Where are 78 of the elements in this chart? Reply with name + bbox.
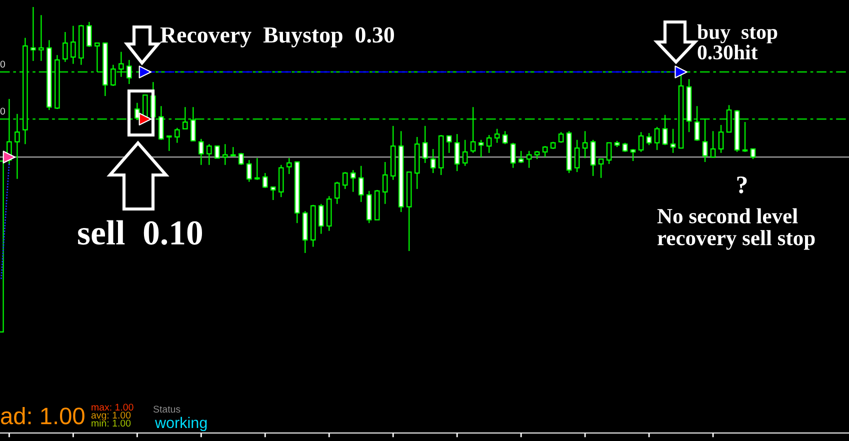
candlestick <box>750 148 756 160</box>
candlestick <box>118 51 124 78</box>
candlestick <box>558 132 564 144</box>
annotation: No second level recovery sell stop <box>657 208 815 250</box>
candlestick <box>430 148 436 174</box>
candlestick <box>30 6 36 62</box>
candlestick <box>622 142 628 152</box>
candlestick <box>126 59 132 85</box>
candlestick <box>486 134 492 154</box>
candlestick <box>246 159 252 182</box>
candlestick <box>182 106 188 130</box>
annotation: sell 0.10 <box>78 220 202 245</box>
candlestick <box>454 133 460 172</box>
candlestick <box>318 203 324 234</box>
candlestick <box>14 113 20 180</box>
candlestick <box>462 139 468 166</box>
text: ad: 1.00 <box>1 406 84 424</box>
candlestick <box>582 130 588 159</box>
candlestick <box>726 104 732 133</box>
text: Status <box>153 406 180 413</box>
candlestick <box>670 128 676 154</box>
candlestick <box>694 106 700 142</box>
candlestick <box>158 106 164 140</box>
text: min: 1.00 <box>92 419 131 427</box>
candlestick <box>238 152 244 166</box>
candlestick <box>86 21 92 48</box>
candlestick <box>262 172 268 189</box>
text: working <box>154 416 207 432</box>
candlestick <box>62 31 68 62</box>
candlestick <box>646 132 652 146</box>
annotation: 0 <box>0 108 6 115</box>
annotation: ? <box>737 176 747 194</box>
candlestick <box>382 161 388 204</box>
candlestick <box>446 135 452 154</box>
candlestick <box>630 148 636 162</box>
candlestick <box>342 172 348 190</box>
candlestick <box>518 150 524 164</box>
candlestick <box>222 144 228 166</box>
candlestick <box>598 158 604 178</box>
annotation: 0 <box>0 60 6 68</box>
annotation: Recovery Buystop 0.30 <box>160 27 394 48</box>
candlestick <box>718 124 724 154</box>
text: max: 1.00 <box>92 404 134 411</box>
candlestick <box>606 142 612 164</box>
candlestick <box>206 144 212 166</box>
candlestick <box>470 106 476 154</box>
candlestick <box>254 158 260 180</box>
annotation: buy stop 0.30hit <box>697 24 778 60</box>
text: avg: 1.00 <box>91 412 131 421</box>
candlestick <box>478 139 484 158</box>
candlestick <box>350 170 356 192</box>
candlestick <box>38 14 44 62</box>
candlestick <box>334 181 340 204</box>
candlestick <box>422 125 428 164</box>
candlestick <box>166 135 172 152</box>
candlestick <box>214 146 220 159</box>
candlestick <box>526 150 532 168</box>
candlestick <box>70 25 76 64</box>
candlestick <box>358 165 364 203</box>
candlestick <box>638 132 644 152</box>
candlestick <box>198 138 204 166</box>
candlestick <box>742 121 748 152</box>
candlestick <box>494 128 500 144</box>
candlestick <box>510 142 516 168</box>
candlestick <box>174 127 180 144</box>
candlestick <box>662 114 668 146</box>
candlestick <box>110 64 116 87</box>
candlestick <box>574 139 580 173</box>
candlestick <box>710 130 716 158</box>
candlestick <box>590 139 596 177</box>
candlestick <box>286 158 292 175</box>
candlestick <box>654 126 660 151</box>
candlestick <box>502 130 508 145</box>
candlestick <box>270 186 276 201</box>
candlestick <box>190 106 196 142</box>
candlestick <box>94 42 100 73</box>
candlestick <box>702 118 708 163</box>
candlestick <box>542 146 548 158</box>
